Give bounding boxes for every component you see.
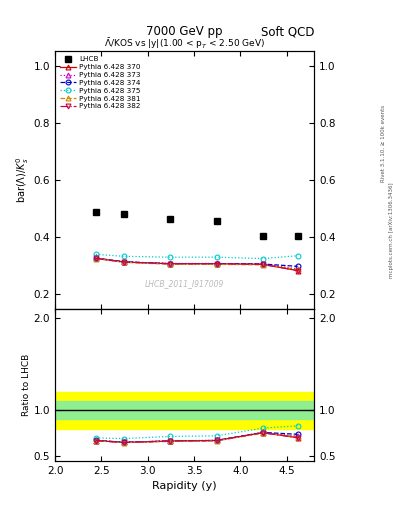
Pythia 6.428 382 — [94, 255, 98, 262]
Pythia 6.428 373 — [94, 255, 98, 262]
Pythia 6.428 375 — [168, 254, 173, 260]
Pythia 6.428 382 — [214, 261, 219, 267]
Pythia 6.428 375 — [214, 254, 219, 260]
Y-axis label: Ratio to LHCB: Ratio to LHCB — [22, 354, 31, 416]
LHCB — [168, 217, 173, 223]
Pythia 6.428 370 — [122, 259, 127, 265]
Pythia 6.428 381 — [168, 261, 173, 267]
Bar — [55, 401, 314, 419]
Pythia 6.428 374 — [214, 261, 219, 267]
Pythia 6.428 381 — [122, 259, 127, 265]
Pythia 6.428 373 — [296, 266, 300, 272]
Pythia 6.428 382 — [122, 259, 127, 265]
Text: 7000 GeV pp: 7000 GeV pp — [147, 26, 223, 38]
Title: $\bar{\Lambda}$/KOS vs |y|(1.00 < p$_T$ < 2.50 GeV): $\bar{\Lambda}$/KOS vs |y|(1.00 < p$_T$ … — [104, 36, 265, 51]
Pythia 6.428 381 — [261, 262, 265, 268]
Pythia 6.428 370 — [168, 261, 173, 267]
Pythia 6.428 370 — [296, 268, 300, 274]
Pythia 6.428 373 — [261, 261, 265, 267]
Text: LHCB_2011_I917009: LHCB_2011_I917009 — [145, 279, 224, 288]
Pythia 6.428 375 — [296, 252, 300, 259]
Pythia 6.428 374 — [122, 259, 127, 265]
X-axis label: Rapidity (y): Rapidity (y) — [152, 481, 217, 491]
Pythia 6.428 374 — [261, 261, 265, 267]
Line: Pythia 6.428 375: Pythia 6.428 375 — [94, 252, 300, 261]
LHCB — [261, 233, 265, 239]
Pythia 6.428 370 — [214, 261, 219, 267]
Pythia 6.428 381 — [296, 266, 300, 272]
Legend: LHCB, Pythia 6.428 370, Pythia 6.428 373, Pythia 6.428 374, Pythia 6.428 375, Py: LHCB, Pythia 6.428 370, Pythia 6.428 373… — [59, 55, 142, 111]
LHCB — [94, 209, 98, 216]
Text: Soft QCD: Soft QCD — [261, 26, 314, 38]
Pythia 6.428 370 — [261, 261, 265, 267]
Pythia 6.428 381 — [214, 261, 219, 267]
Pythia 6.428 373 — [214, 261, 219, 267]
Text: mcplots.cern.ch [arXiv:1306.3436]: mcplots.cern.ch [arXiv:1306.3436] — [389, 183, 393, 278]
Line: Pythia 6.428 382: Pythia 6.428 382 — [94, 256, 300, 273]
Pythia 6.428 374 — [168, 261, 173, 267]
Pythia 6.428 375 — [122, 253, 127, 260]
Line: Pythia 6.428 374: Pythia 6.428 374 — [94, 255, 300, 269]
Pythia 6.428 375 — [94, 251, 98, 258]
Text: Rivet 3.1.10, ≥ 100k events: Rivet 3.1.10, ≥ 100k events — [381, 105, 386, 182]
Pythia 6.428 382 — [261, 261, 265, 267]
Pythia 6.428 374 — [296, 263, 300, 269]
Pythia 6.428 373 — [168, 261, 173, 267]
Pythia 6.428 374 — [94, 255, 98, 261]
Pythia 6.428 375 — [261, 255, 265, 262]
Pythia 6.428 382 — [296, 268, 300, 274]
Bar — [55, 392, 314, 429]
Pythia 6.428 382 — [168, 261, 173, 267]
Line: LHCB: LHCB — [92, 209, 301, 240]
Pythia 6.428 381 — [94, 255, 98, 262]
LHCB — [122, 210, 127, 217]
Line: Pythia 6.428 370: Pythia 6.428 370 — [94, 256, 300, 273]
Line: Pythia 6.428 373: Pythia 6.428 373 — [94, 256, 300, 271]
Y-axis label: bar($\Lambda$)/$K^0_s$: bar($\Lambda$)/$K^0_s$ — [14, 157, 31, 203]
LHCB — [214, 218, 219, 224]
LHCB — [296, 233, 300, 239]
Line: Pythia 6.428 381: Pythia 6.428 381 — [94, 256, 300, 272]
Pythia 6.428 370 — [94, 255, 98, 262]
Pythia 6.428 373 — [122, 259, 127, 265]
